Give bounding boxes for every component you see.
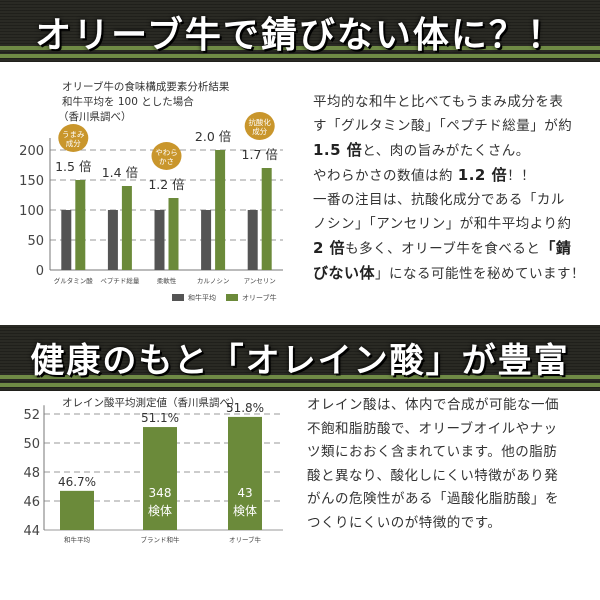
desc-text: も多く、オリーブ牛を食べると <box>345 241 541 257</box>
desc-line: びない体」になる可能性を秘めています！ <box>313 261 591 286</box>
highlight-text: 2 倍 <box>313 239 346 257</box>
x-category-label: カルノシン <box>197 277 230 285</box>
badge <box>244 112 275 140</box>
chart1-subtitle: 和牛平均を 100 とした場合 <box>62 95 194 108</box>
bar-wagyu <box>61 210 72 270</box>
oleic-description: オレイン酸は、体内で合成が可能な一価 不飽和脂肪酸で、オリーブオイルやナッ ツ類… <box>307 394 593 535</box>
x-category-label: グルタミン酸 <box>54 276 94 285</box>
chart1-note: （香川県調べ） <box>58 110 132 123</box>
y-tick-label: 0 <box>36 264 44 279</box>
banner-stripe <box>0 46 600 50</box>
bar-olive <box>75 180 86 270</box>
y-tick-label: 46 <box>23 495 40 510</box>
highlight-text: 1.5 倍 <box>313 141 363 159</box>
badge <box>151 142 182 170</box>
banner-stripe <box>0 54 600 58</box>
taste-component-chart: オリーブ牛の食味構成要素分析結果 和牛平均を 100 とした場合 （香川県調べ）… <box>19 80 283 302</box>
bar-wagyu <box>247 210 258 270</box>
bar-oleic <box>228 416 262 530</box>
sample-unit: 検体 <box>148 504 172 518</box>
desc-line: やわらかさの数値は約 1.2 倍！！ <box>313 163 591 188</box>
banner-stripe <box>0 375 600 379</box>
oleic-banner: 健康のもと「オレイン酸」が豊富 <box>0 325 600 391</box>
highlight-text: 1.2 倍 <box>457 166 508 184</box>
desc-text: ！！ <box>507 168 536 184</box>
bar-olive <box>168 198 179 270</box>
desc-line: す「グルタミン酸」「ペプチド総量」が約 <box>313 118 573 134</box>
desc-line: 2 倍も多く、オリーブ牛を食べると「錆 <box>313 236 591 261</box>
legend-swatch <box>172 294 184 301</box>
sample-unit: 検体 <box>233 504 257 518</box>
x-category-label: ペプチド総量 <box>100 276 140 285</box>
bar-multiplier-label: 1.7 倍 <box>242 147 278 162</box>
y-tick-label: 50 <box>23 437 40 452</box>
bar-value-label: 51.8% <box>226 401 264 415</box>
y-tick-label: 200 <box>19 144 44 159</box>
sample-count: 348 <box>149 486 172 500</box>
x-category-label: オリーブ牛 <box>229 535 262 544</box>
badge-text: 抗酸化 <box>248 117 271 127</box>
bar-oleic <box>143 427 177 530</box>
bar-value-label: 46.7% <box>58 475 96 489</box>
desc-line: 不飽和脂肪酸で、オリーブオイルやナッ <box>307 420 558 437</box>
header-banner: オリーブ牛で錆びない体に？！ <box>0 0 600 62</box>
bar-wagyu <box>201 210 212 270</box>
bar-multiplier-label: 1.5 倍 <box>55 159 91 174</box>
desc-text: やわらかさの数値は約 <box>313 168 453 184</box>
desc-line: つくりにくいのが特徴的です。 <box>307 514 502 531</box>
banner-title: オリーブ牛で錆びない体に？！ <box>35 15 565 56</box>
banner-title: 健康のもと「オレイン酸」が豊富 <box>30 341 570 381</box>
badge-text: 成分 <box>252 126 267 136</box>
bar-olive <box>261 168 272 270</box>
sample-count: 43 <box>237 486 252 500</box>
bar-olive <box>215 150 226 270</box>
desc-line: 酸と異なり、酸化しにくい特徴があり発 <box>307 467 559 484</box>
bar-multiplier-label: 1.4 倍 <box>102 165 138 180</box>
desc-line: がんの危険性がある「過酸化脂肪酸」を <box>307 491 559 507</box>
desc-line: ツ類におおく含まれています。他の脂肪 <box>307 444 558 460</box>
desc-line: 一番の注目は、抗酸化成分である「カル <box>313 192 565 208</box>
badge <box>58 124 89 152</box>
badge-text: 成分 <box>66 138 81 148</box>
x-category-label: ブランド和牛 <box>141 535 181 544</box>
desc-line: ノシン」「アンセリン」が和牛平均より約 <box>313 216 572 232</box>
bar-wagyu <box>154 210 165 270</box>
y-tick-label: 100 <box>19 204 44 219</box>
desc-line: 1.5 倍と、肉の旨みがたくさん。 <box>313 138 591 163</box>
y-tick-label: 50 <box>27 234 44 249</box>
highlight-text: びない体 <box>313 264 376 282</box>
y-tick-label: 52 <box>23 408 40 423</box>
desc-text: 」になる可能性を秘めています！ <box>375 266 586 282</box>
legend-label: 和牛平均 <box>188 293 216 302</box>
chart2-title: オレイン酸平均測定値（香川県調べ） <box>62 396 241 409</box>
badge-text: かさ <box>159 157 174 166</box>
badge-text: うまみ <box>62 130 85 139</box>
desc-line: 平均的な和牛と比べてもうまみ成分を表 <box>313 94 564 110</box>
legend-swatch <box>226 294 238 301</box>
bar-value-label: 51.1% <box>141 411 179 425</box>
badge-text: やわら <box>155 148 178 157</box>
bar-multiplier-label: 2.0 倍 <box>195 129 231 144</box>
oleic-acid-chart: オレイン酸平均測定値（香川県調べ） 44 46 48 50 52 46.7% 和牛平均 51… <box>23 396 283 544</box>
y-tick-label: 44 <box>23 524 40 539</box>
legend-label: オリーブ牛 <box>242 293 277 302</box>
chart1-title: オリーブ牛の食味構成要素分析結果 <box>62 80 230 93</box>
taste-description: 平均的な和牛と比べてもうまみ成分を表 す「グルタミン酸」「ペプチド総量」が約 1… <box>313 90 591 286</box>
bar-wagyu <box>107 210 118 270</box>
bar-olive <box>121 186 132 270</box>
x-category-label: 和牛平均 <box>64 535 91 544</box>
x-category-label: アンセリン <box>244 277 276 285</box>
y-tick-label: 150 <box>19 174 44 189</box>
bar-oleic <box>60 490 94 530</box>
highlight-text: 「錆 <box>540 239 572 257</box>
y-tick-label: 48 <box>23 466 40 481</box>
bar-multiplier-label: 1.2 倍 <box>148 177 184 192</box>
desc-text: と、肉の旨みがたくさん。 <box>362 143 530 159</box>
banner-stripe <box>0 383 600 387</box>
x-category-label: 柔軟性 <box>157 276 177 285</box>
desc-line: オレイン酸は、体内で合成が可能な一価 <box>307 397 559 413</box>
